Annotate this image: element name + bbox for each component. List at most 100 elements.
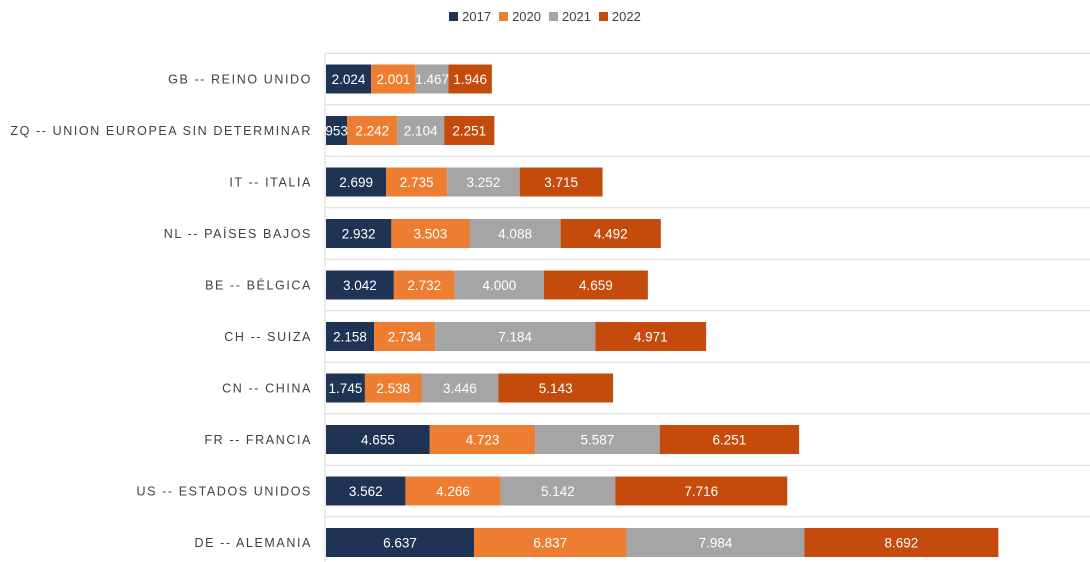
bar-segment-2017 (326, 476, 406, 506)
legend-label: 2022 (611, 9, 641, 24)
category-label: GB -- REINO UNIDO (168, 73, 312, 87)
legend-swatch (549, 12, 558, 21)
data-label: 3.503 (414, 227, 448, 242)
bar-segment-2020 (347, 116, 398, 145)
data-label: 7.716 (684, 484, 718, 499)
data-label: 4.266 (436, 484, 470, 499)
bar-segment-2017 (326, 64, 372, 94)
data-label: 2.699 (339, 175, 373, 190)
legend-label: 2020 (512, 9, 541, 24)
data-label: 2.024 (332, 72, 366, 87)
data-label: 7.984 (699, 536, 733, 551)
data-label: 2.538 (376, 381, 410, 396)
category-label: DE -- ALEMANIA (194, 536, 312, 550)
data-label: 953 (325, 124, 348, 139)
category-label: NL -- PAÍSES BAJOS (164, 226, 312, 241)
bar-segment-2017 (326, 322, 375, 351)
legend-swatch (598, 12, 608, 21)
bar-segment-2021 (397, 116, 445, 145)
data-label: 3.042 (343, 278, 377, 293)
bar-segment-2022 (659, 425, 800, 454)
data-label: 1.467 (415, 72, 449, 87)
bar-segment-2017 (326, 219, 392, 248)
data-label: 6.251 (713, 433, 747, 448)
bar-segment-2020 (386, 167, 448, 197)
data-label: 4.971 (634, 330, 668, 345)
bar-segment-2021 (435, 322, 596, 351)
data-label: 4.492 (594, 227, 628, 242)
bar-segment-2017 (326, 270, 394, 300)
bar-segment-2020 (393, 270, 455, 300)
bar-segment-2021 (535, 425, 660, 454)
legend-item-2020: 2020 (499, 9, 541, 24)
category-label: CH -- SUIZA (224, 330, 312, 344)
data-label: 2.158 (333, 330, 367, 345)
data-label: 4.655 (361, 433, 395, 448)
data-label: 6.637 (383, 536, 417, 551)
data-label: 2.735 (400, 175, 434, 190)
bar-segment-2017 (326, 116, 348, 145)
data-label: 2.001 (377, 72, 411, 87)
bar-segment-2022 (519, 167, 603, 197)
data-label: 3.562 (349, 484, 383, 499)
data-label: 1.745 (329, 381, 363, 396)
legend-item-2017: 2017 (449, 9, 491, 24)
bar-segment-2021 (500, 476, 616, 506)
data-label: 2.734 (388, 330, 422, 345)
legend-item-2021: 2021 (549, 9, 591, 24)
category-label: US -- ESTADOS UNIDOS (136, 485, 312, 499)
bar-segment-2017 (326, 373, 365, 403)
data-label: 7.184 (498, 330, 532, 345)
data-label: 2.242 (355, 124, 389, 139)
data-label: 4.723 (466, 433, 500, 448)
bar-segment-2021 (447, 167, 520, 197)
data-label: 1.946 (453, 72, 487, 87)
legend-swatch (499, 12, 509, 21)
category-label: IT -- ITALIA (229, 176, 312, 190)
bar-segment-2022 (444, 116, 495, 145)
legend-item-2022: 2022 (598, 9, 641, 24)
data-label: 4.000 (482, 278, 516, 293)
bar-segment-2020 (371, 64, 416, 94)
bar-segment-2022 (448, 64, 492, 94)
bar-segment-2022 (498, 373, 614, 403)
category-label: CN -- CHINA (222, 382, 312, 396)
legend-label: 2021 (562, 9, 591, 24)
data-label: 3.715 (544, 175, 578, 190)
bar-segment-2017 (326, 167, 387, 197)
category-label: FR -- FRANCIA (204, 433, 312, 447)
bar-segment-2020 (405, 476, 501, 506)
bar-segment-2020 (364, 373, 422, 403)
bar-segment-2021 (415, 64, 449, 94)
bar-segment-2017 (326, 425, 430, 454)
category-label: ZQ -- UNION EUROPEA SIN DETERMINAR (10, 124, 312, 138)
bar-segment-2021 (626, 528, 805, 557)
bar-segment-2022 (804, 528, 999, 557)
data-label: 5.142 (541, 484, 575, 499)
bar-segment-2021 (454, 270, 544, 300)
bar-segment-2020 (429, 425, 536, 454)
data-label: 5.143 (539, 381, 573, 396)
legend-label: 2017 (462, 9, 492, 24)
bar-segment-2020 (474, 528, 627, 557)
data-label: 2.932 (342, 227, 376, 242)
data-label: 6.837 (533, 536, 567, 551)
bar-segment-2022 (560, 219, 661, 248)
bar-segment-2022 (543, 270, 648, 300)
data-label: 3.446 (443, 381, 477, 396)
bar-segment-2021 (469, 219, 561, 248)
bar-segment-2022 (615, 476, 788, 506)
data-label: 8.692 (885, 536, 919, 551)
legend: 2017 2020 2021 2022 (0, 9, 1090, 24)
bar-segment-2021 (421, 373, 499, 403)
data-label: 5.587 (581, 433, 615, 448)
data-label: 2.732 (407, 278, 441, 293)
bar-segment-2020 (391, 219, 470, 248)
legend-swatch (449, 12, 459, 21)
bar-segment-2022 (595, 322, 707, 351)
bar-segment-2020 (374, 322, 436, 351)
data-label: 4.659 (579, 278, 613, 293)
bar-segment-2017 (326, 528, 475, 557)
data-label: 3.252 (467, 175, 501, 190)
